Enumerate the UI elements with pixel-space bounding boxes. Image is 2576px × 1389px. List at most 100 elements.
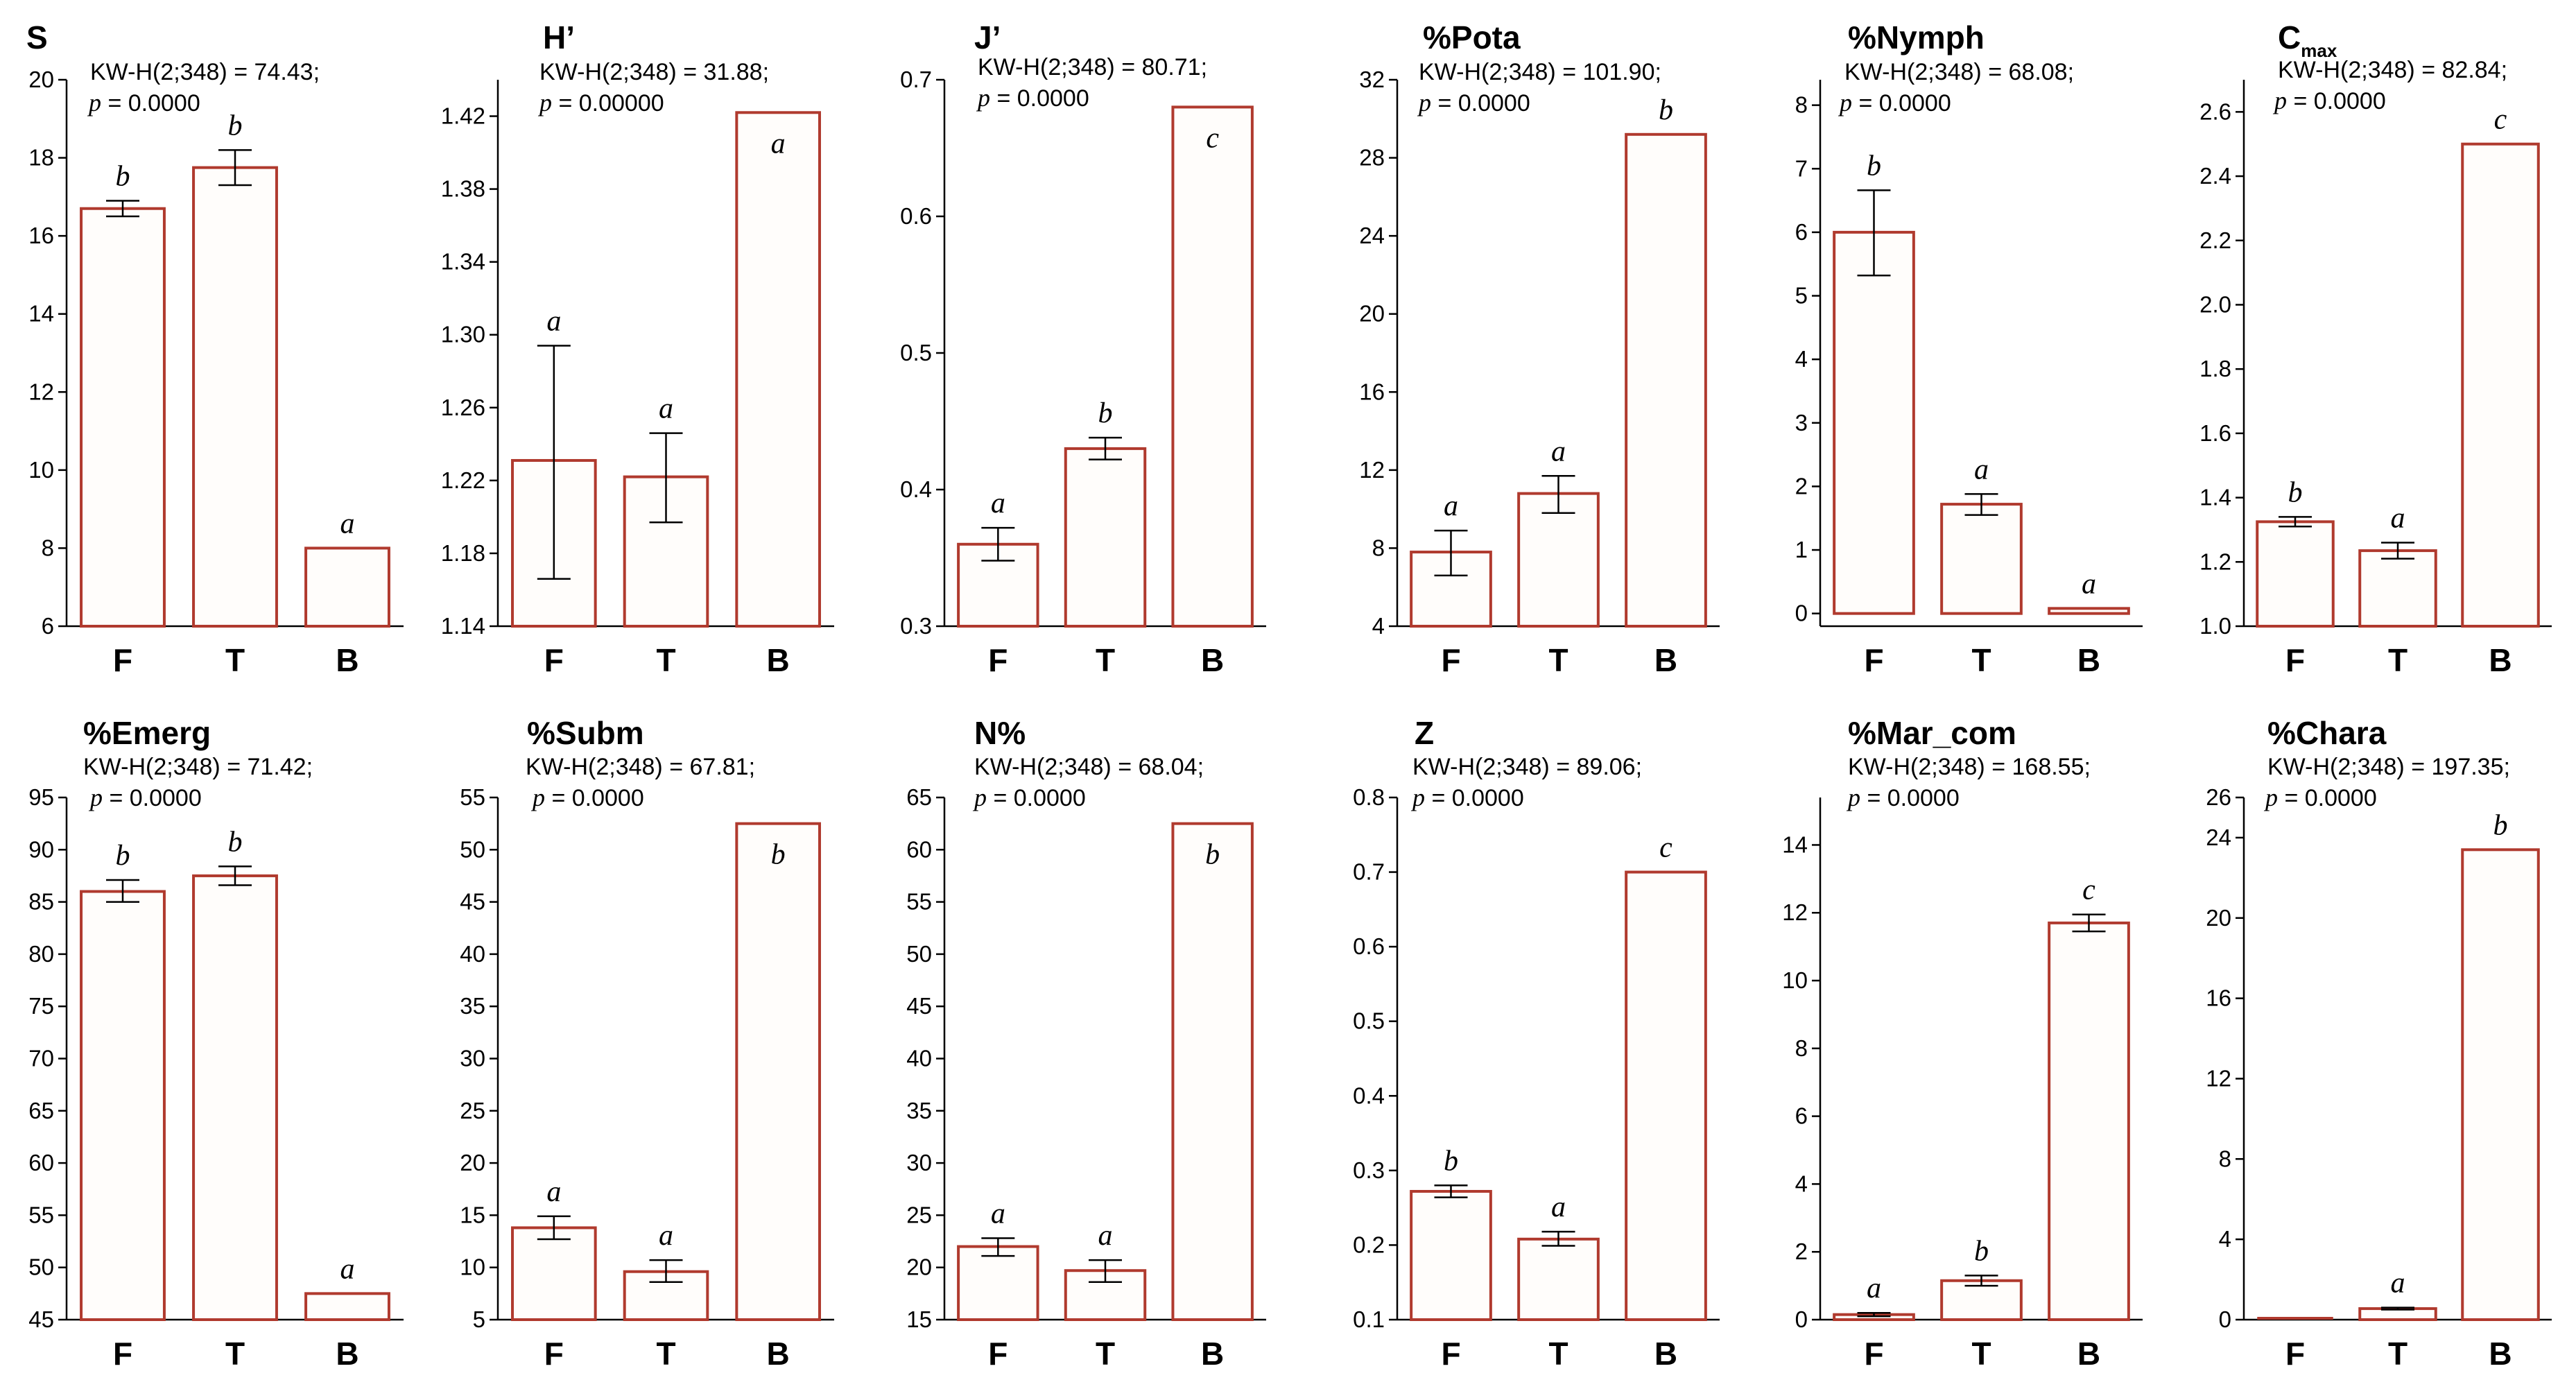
significance-label: b	[1974, 1235, 1989, 1267]
category-label: F	[113, 1336, 132, 1372]
panel-title: J’	[974, 19, 1001, 55]
significance-label: c	[2494, 104, 2507, 136]
bar	[2048, 607, 2130, 615]
y-tick-label: 5	[473, 1306, 485, 1332]
kw-stat: KW-H(2;348) = 89.06;	[1412, 754, 1642, 780]
bar	[1517, 1237, 1600, 1322]
p-value: p = 0.0000	[530, 784, 644, 811]
significance-label: a	[1444, 490, 1458, 522]
panel-title: Z	[1415, 715, 1434, 751]
bar	[1625, 132, 1707, 628]
y-tick-label: 12	[1782, 899, 1808, 925]
significance-label: a	[2391, 502, 2405, 534]
category-label: B	[1654, 642, 1677, 678]
y-tick-label: 7	[1795, 155, 1808, 181]
y-tick-label: 1.26	[441, 395, 485, 420]
y-tick-label: 25	[460, 1098, 485, 1123]
panel-title: Cmax	[2278, 19, 2337, 61]
bar	[1171, 822, 1254, 1321]
significance-label: a	[340, 1253, 355, 1285]
y-tick-label: 0.5	[1353, 1008, 1385, 1034]
y-tick-label: 65	[28, 1098, 54, 1123]
bar	[1940, 503, 2023, 615]
p-value: p = 0.00000	[537, 89, 664, 117]
y-tick-label: 8	[2219, 1146, 2231, 1171]
bar	[192, 166, 278, 628]
y-tick-label: 8	[1795, 92, 1808, 118]
panel-z: Z KW-H(2;348) = 89.06; p = 0.0000 0.1 0.2…	[1353, 715, 1720, 1372]
p-value: p = 0.0000	[2263, 784, 2377, 811]
p-value: p = 0.0000	[1417, 89, 1530, 117]
y-tick-label: 95	[28, 784, 54, 810]
category-label: F	[2285, 1336, 2305, 1372]
y-tick-label: 0.7	[900, 67, 932, 92]
y-tick-label: 50	[460, 836, 485, 862]
p-value: p = 0.0000	[87, 89, 200, 117]
bar	[1064, 447, 1147, 628]
panel-title: H’	[543, 19, 575, 55]
y-tick-label: 24	[1359, 223, 1385, 248]
panel-n-percent: N% KW-H(2;348) = 68.04; p = 0.0000 15 20 2…	[906, 715, 1266, 1372]
significance-label: a	[1551, 435, 1566, 467]
y-tick-label: 60	[906, 836, 932, 862]
panel-title: %Chara	[2267, 715, 2387, 751]
category-label: F	[1441, 642, 1460, 678]
y-tick-label: 2.2	[2199, 227, 2231, 253]
y-tick-label: 50	[28, 1254, 54, 1280]
y-tick-label: 12	[2206, 1065, 2231, 1091]
y-tick-label: 4	[1795, 346, 1808, 372]
category-label: F	[1864, 642, 1883, 678]
y-tick-label: 14	[28, 301, 54, 327]
y-tick-label: 20	[906, 1254, 932, 1280]
significance-label: b	[228, 110, 243, 141]
y-tick-label: 25	[906, 1202, 932, 1227]
y-tick-label: 6	[1795, 219, 1808, 245]
y-tick-label: 45	[460, 889, 485, 915]
y-tick-label: 0.7	[1353, 859, 1385, 885]
kw-stat: KW-H(2;348) = 82.84;	[2278, 57, 2507, 83]
bar	[80, 207, 166, 628]
y-tick-label: 3	[1795, 410, 1808, 435]
category-label: T	[225, 1336, 245, 1372]
kw-stat: KW-H(2;348) = 71.42;	[83, 754, 313, 780]
panel-title: S	[26, 19, 48, 55]
bar	[2358, 549, 2437, 628]
y-tick-label: 14	[1782, 831, 1808, 857]
y-tick-label: 18	[28, 145, 54, 171]
significance-label: a	[546, 1176, 561, 1208]
panel-title: %Subm	[527, 715, 644, 751]
bar	[304, 546, 390, 628]
p-value: p = 0.0000	[1838, 89, 1951, 117]
significance-label: b	[1867, 150, 1881, 182]
panel-title: %Emerg	[83, 715, 211, 751]
y-tick-label: 15	[460, 1202, 485, 1227]
y-tick-label: 1.18	[441, 540, 485, 566]
y-tick-label: 0.6	[900, 203, 932, 229]
bar	[1410, 1189, 1492, 1322]
y-tick-label: 20	[1359, 301, 1385, 327]
y-tick-label: 60	[28, 1150, 54, 1175]
y-tick-label: 0.8	[1353, 784, 1385, 810]
category-label: B	[1654, 1336, 1677, 1372]
y-tick-label: 20	[2206, 905, 2231, 931]
panel-emerg: %Emerg KW-H(2;348) = 71.42; p = 0.0000 4…	[28, 715, 404, 1372]
category-label: B	[2077, 642, 2100, 678]
bar	[1171, 105, 1254, 628]
category-label: F	[988, 642, 1008, 678]
category-label: B	[2077, 1336, 2100, 1372]
y-tick-label: 0.2	[1353, 1232, 1385, 1257]
y-tick-label: 50	[906, 941, 932, 967]
y-tick-label: 45	[28, 1306, 54, 1332]
significance-label: a	[1551, 1191, 1566, 1223]
y-tick-label: 16	[1359, 379, 1385, 404]
y-tick-label: 6	[1795, 1103, 1808, 1129]
bar	[2048, 921, 2130, 1321]
panel-pota: %Pota KW-H(2;348) = 101.90; p = 0.0000 4…	[1359, 19, 1720, 678]
y-tick-label: 0	[2219, 1306, 2231, 1332]
significance-label: b	[1444, 1145, 1458, 1177]
y-tick-label: 0.3	[1353, 1157, 1385, 1183]
y-tick-label: 2.4	[2199, 163, 2231, 189]
bar	[2461, 142, 2540, 628]
y-tick-label: 20	[460, 1150, 485, 1175]
y-tick-label: 0.4	[1353, 1082, 1385, 1108]
